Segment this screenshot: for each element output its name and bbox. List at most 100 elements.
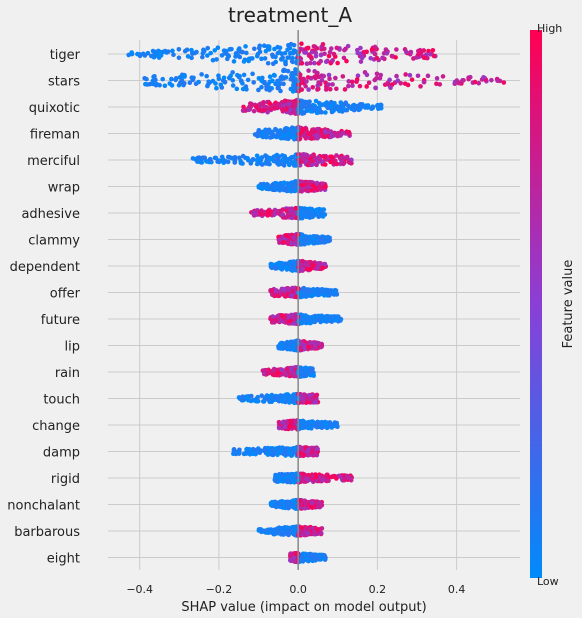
data-point [229,155,235,161]
data-point [456,80,462,86]
data-point [329,154,335,160]
data-point [286,505,291,511]
data-point [272,265,278,270]
data-point [357,83,363,89]
data-point [285,211,291,216]
data-point [291,100,296,106]
data-point [258,161,263,166]
data-point [289,394,295,400]
data-point [315,126,321,132]
data-point [387,77,392,83]
data-point [314,239,320,244]
data-point [192,50,198,56]
data-point [311,183,316,188]
data-point [254,399,260,404]
data-point [269,288,275,293]
data-point [265,182,271,188]
data-point [288,156,293,162]
data-point [170,48,175,54]
data-point [160,76,166,82]
data-point [225,154,231,160]
data-point [251,80,256,85]
data-point [263,530,269,535]
data-point [354,79,359,84]
data-point [298,291,303,296]
data-point [317,186,322,191]
data-point [347,104,353,110]
data-point [328,46,334,51]
data-point [198,159,204,165]
data-point [408,49,414,55]
data-point [393,55,398,60]
data-point [234,86,240,92]
data-point [154,81,159,87]
data-point [302,211,307,216]
beeswarm-lip [276,338,325,353]
data-point [204,159,209,164]
data-point [425,55,430,61]
data-point [306,289,312,295]
data-point [214,57,219,62]
data-point [227,47,233,52]
data-point [246,58,251,64]
data-point [316,80,321,85]
beeswarm-barbarous [256,524,325,538]
data-point [373,85,378,91]
data-point [404,49,409,55]
data-point [260,368,266,373]
data-point [413,55,419,60]
data-point [375,104,381,109]
data-point [286,474,291,480]
data-point [312,343,318,349]
data-point [311,262,316,268]
data-point [340,74,346,79]
data-point [319,77,325,83]
data-point [320,41,326,47]
data-point [282,315,287,320]
data-point [285,55,290,60]
data-point [331,160,337,165]
data-point [222,79,228,85]
beeswarm-eight [287,550,328,565]
data-point [300,471,306,477]
data-point [273,59,279,65]
data-point [205,53,210,58]
data-point [290,70,296,76]
data-point [264,84,269,89]
data-point [270,54,276,59]
data-point [342,47,347,53]
data-point [253,451,258,457]
data-point [378,72,384,78]
data-point [260,399,266,404]
data-point [364,84,369,89]
data-point [236,155,242,161]
data-point [201,47,206,53]
data-point [322,51,327,57]
data-point [308,368,314,374]
data-point [237,449,242,455]
data-point [323,110,328,115]
data-point [287,424,292,429]
data-point [254,447,259,453]
data-point [156,55,162,60]
data-point [243,44,248,49]
data-point [334,86,339,92]
data-point [394,47,399,52]
data-point [182,80,187,86]
data-point [210,57,216,63]
data-point [230,70,235,75]
data-point [281,180,287,186]
data-point [300,127,305,133]
data-point [338,133,343,138]
data-point [327,76,332,82]
data-point [312,60,317,66]
data-point [307,234,313,240]
data-point [325,287,330,293]
data-point [320,133,326,139]
data-point [288,346,294,352]
data-point [282,68,288,73]
data-point [312,531,317,536]
data-point [276,187,282,192]
data-point [334,104,340,110]
data-point [189,47,194,53]
